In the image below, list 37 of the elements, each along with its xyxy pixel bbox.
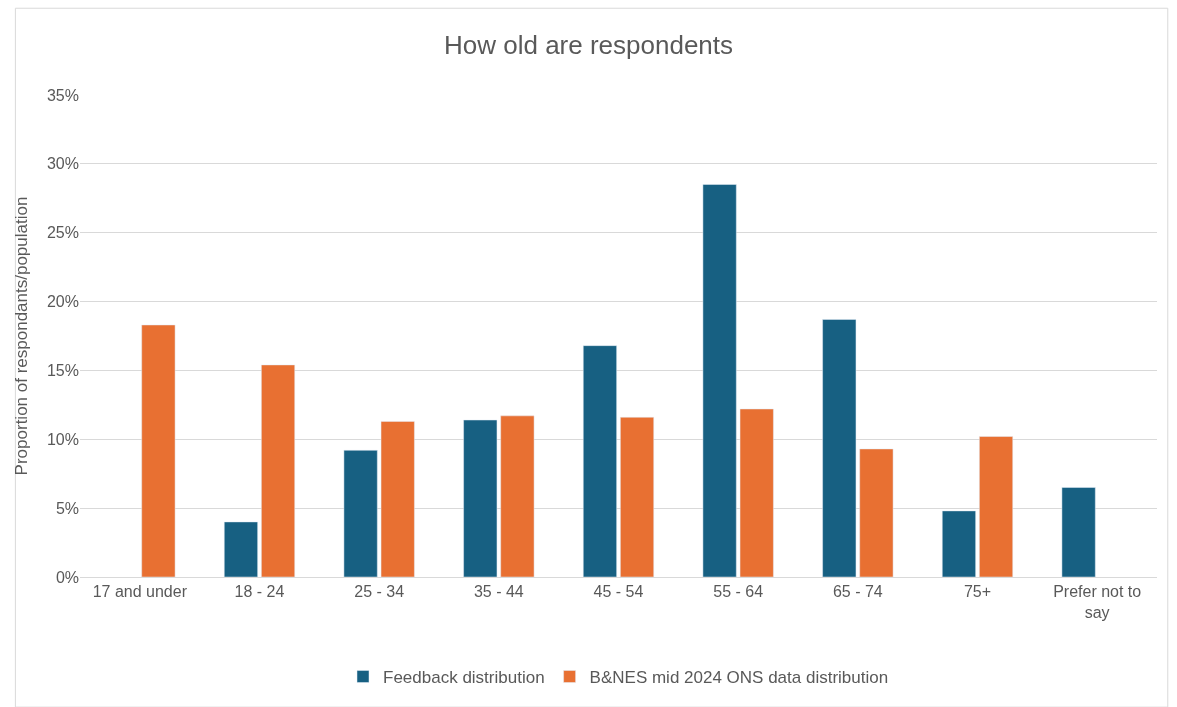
legend-label: Feedback distribution — [383, 668, 545, 688]
bar — [822, 319, 857, 577]
y-tick-label: 0% — [55, 568, 79, 586]
bar — [500, 415, 535, 577]
bar — [979, 436, 1013, 577]
legend-label: B&NES mid 2024 ONS data distribution — [589, 668, 889, 688]
x-tick-label: Prefer not to say — [1053, 583, 1142, 621]
bar — [1061, 487, 1096, 577]
x-tick-label: 55 - 64 — [713, 583, 764, 601]
x-tick-label: 18 - 24 — [234, 583, 285, 601]
bar — [343, 450, 378, 577]
y-axis-title: Proportion of respondants/population — [11, 196, 31, 476]
x-tick-label: 65 - 74 — [832, 583, 883, 601]
x-tick-label: 17 and under — [92, 583, 188, 601]
bar — [620, 417, 654, 577]
bar — [261, 364, 295, 577]
x-tick-label: 25 - 34 — [354, 583, 405, 601]
bar — [583, 345, 617, 577]
bar — [463, 419, 498, 577]
y-tick-label: 5% — [55, 499, 79, 517]
bar — [859, 448, 894, 577]
x-tick-label: 75+ — [963, 583, 992, 601]
bar — [942, 510, 976, 577]
y-tick-label: 10% — [46, 430, 79, 448]
y-tick-label: 25% — [46, 224, 79, 242]
bar — [141, 324, 176, 577]
y-tick-label: 30% — [46, 155, 79, 173]
bar — [224, 521, 258, 577]
chart-title: How old are respondents — [443, 29, 734, 60]
x-tick-label: 35 - 44 — [473, 583, 524, 601]
y-tick-label: 35% — [46, 86, 79, 104]
bar — [380, 421, 415, 577]
y-tick-label: 15% — [46, 362, 79, 380]
bar — [739, 408, 774, 577]
y-tick-label: 20% — [46, 293, 79, 311]
x-tick-label: 45 - 54 — [593, 583, 644, 601]
bar — [702, 184, 737, 577]
